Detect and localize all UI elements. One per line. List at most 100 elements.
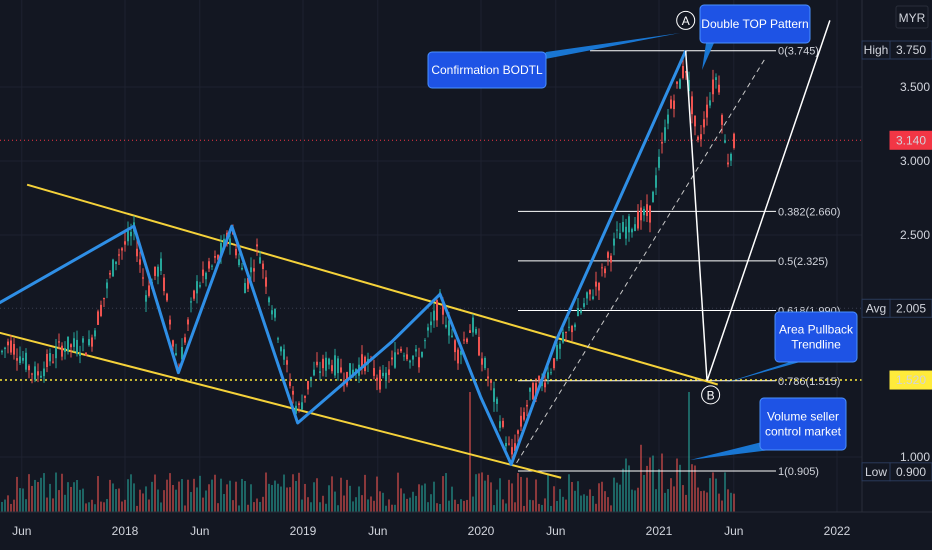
volume-bar [283, 474, 285, 512]
volume-bar [181, 479, 183, 512]
volume-bar [490, 482, 492, 512]
candle-body [100, 304, 102, 316]
candle-body [439, 291, 441, 293]
candle-body [76, 339, 78, 354]
candle-body [724, 140, 726, 143]
candle-body [208, 261, 210, 269]
candle-body [553, 358, 555, 369]
volume-bar [367, 499, 369, 512]
volume-bar [580, 495, 582, 512]
candle-body [91, 337, 93, 347]
candle-body [502, 420, 504, 427]
volume-bar [571, 481, 573, 512]
volume-bar [607, 497, 609, 512]
volume-bar [316, 478, 318, 512]
volume-bar [589, 489, 591, 512]
candle-body [190, 301, 192, 303]
volume-bar [451, 486, 453, 512]
volume-bar [700, 491, 702, 512]
volume-bar [70, 486, 72, 512]
volume-bar [1, 501, 3, 512]
point-markers: AB [676, 10, 721, 405]
candle-body [610, 255, 612, 263]
volume-bar [370, 496, 372, 512]
candle-body [511, 447, 513, 455]
candle-body [34, 366, 36, 380]
volume-bar [583, 494, 585, 512]
candle-body [334, 355, 336, 376]
fib-label: 1(0.905) [778, 466, 819, 478]
candle-body [58, 341, 60, 343]
candle-body [184, 337, 186, 343]
volume-bar [373, 500, 375, 512]
time-tick-label: 2021 [646, 524, 673, 538]
candle-body [505, 442, 507, 447]
price-level-lines [0, 139, 862, 381]
volume-bar [136, 505, 138, 512]
volume-bar [478, 473, 480, 512]
candle-body [64, 348, 66, 352]
volume-bar [679, 464, 681, 512]
candle-body [373, 368, 375, 376]
candle-body [571, 325, 573, 333]
candle-body [115, 261, 117, 265]
candle-body [475, 329, 477, 334]
price-level-value-box [889, 298, 932, 318]
volume-bar [718, 493, 720, 512]
volume-bar [82, 488, 84, 512]
candle-body [214, 256, 216, 258]
candle-body [295, 405, 297, 414]
candle-body [394, 352, 396, 368]
candles [1, 56, 735, 459]
volume-bar [295, 480, 297, 512]
volume-bar [391, 504, 393, 512]
zigzag-waves [0, 50, 688, 466]
candle-body [106, 282, 108, 289]
volume-bar [730, 492, 732, 512]
candle-body [499, 421, 501, 428]
volume-bar [196, 487, 198, 512]
candle-body [4, 347, 6, 349]
candle-body [256, 244, 258, 247]
candle-body [103, 297, 105, 300]
time-tick-label: Jun [724, 524, 743, 538]
candle-body [43, 368, 45, 377]
volume-bar [175, 489, 177, 512]
callout-text: control market [765, 425, 842, 439]
volume-bar [643, 474, 645, 512]
volume-bar [652, 455, 654, 512]
point-marker-circle [701, 385, 721, 405]
candle-body [73, 338, 75, 347]
volume-bar [247, 504, 249, 512]
volume-bar [691, 464, 693, 512]
candle-body [199, 285, 201, 287]
candle-body [328, 358, 330, 365]
candle-body [31, 373, 33, 375]
candle-body [217, 255, 219, 260]
volume-bar [40, 477, 42, 512]
candle-body [607, 252, 609, 258]
candle-body [40, 375, 42, 378]
volume-bar [199, 475, 201, 512]
candle-body [286, 360, 288, 365]
volume-bar [430, 494, 432, 512]
volume-bar [709, 478, 711, 512]
candle-body [49, 353, 51, 362]
volume-bar [271, 485, 273, 512]
volume-bar [547, 475, 549, 512]
volume-bar [670, 478, 672, 512]
candle-body [376, 377, 378, 381]
candle-body [700, 134, 702, 140]
volume-bar [382, 492, 384, 512]
volume-bar [676, 458, 678, 512]
volume-bar [550, 505, 552, 512]
candle-body [667, 114, 669, 124]
candle-body [205, 272, 207, 280]
candle-body [547, 372, 549, 379]
volume-bar [151, 481, 153, 512]
callout-pointer [690, 440, 770, 460]
price-level-value: 2.005 [896, 301, 926, 315]
candle-body [577, 308, 579, 317]
volume-bar [286, 487, 288, 512]
